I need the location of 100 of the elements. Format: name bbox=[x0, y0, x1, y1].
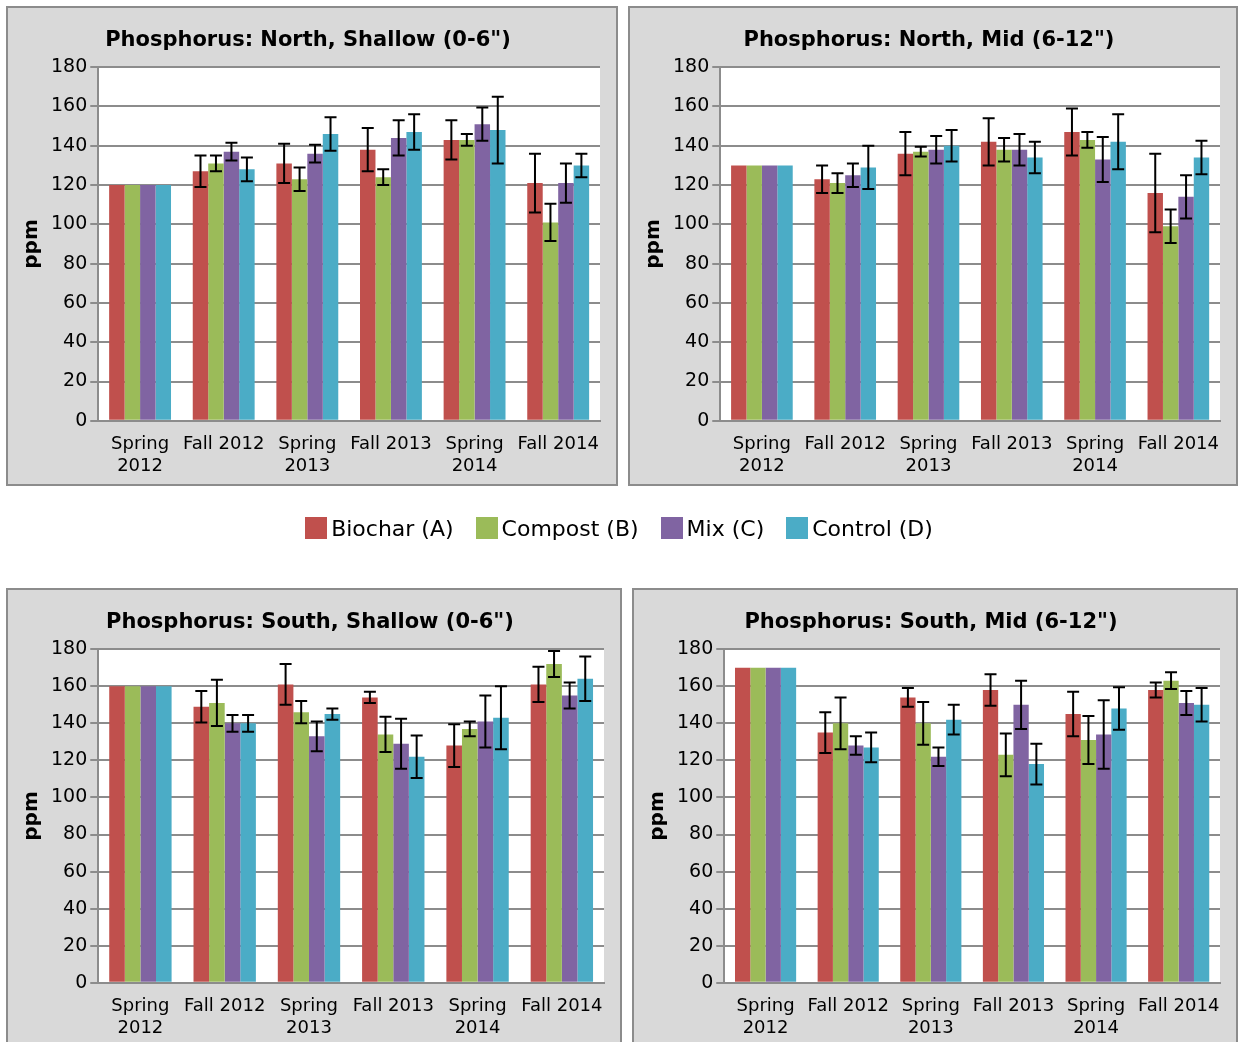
bar bbox=[1079, 139, 1096, 420]
bar bbox=[293, 712, 309, 982]
bar bbox=[406, 132, 422, 420]
bar bbox=[860, 167, 877, 420]
legend-label: Control (D) bbox=[812, 515, 933, 541]
x-tick-label: Fall 2014 bbox=[517, 432, 599, 454]
bar bbox=[946, 719, 962, 982]
bar bbox=[750, 667, 766, 982]
y-tick-label: 180 bbox=[51, 54, 88, 77]
chart-title: Phosphorus: North, Mid (6-12") bbox=[743, 27, 1115, 52]
bar bbox=[308, 736, 325, 982]
bar bbox=[408, 756, 425, 982]
x-tick-label: Spring 2012 bbox=[111, 994, 170, 1037]
bar bbox=[1064, 132, 1080, 420]
bar bbox=[1162, 226, 1179, 420]
bar bbox=[1148, 689, 1164, 982]
y-tick-label: 160 bbox=[51, 93, 88, 116]
bar bbox=[761, 165, 778, 420]
bar bbox=[1178, 196, 1194, 420]
x-tick-label: Spring 2014 bbox=[1066, 432, 1125, 475]
x-tick-label: Spring 2014 bbox=[445, 432, 504, 475]
x-tick-label: Fall 2013 bbox=[350, 432, 432, 454]
bar bbox=[527, 183, 543, 420]
x-tick-label: Spring 2013 bbox=[899, 432, 958, 475]
y-tick-label: 140 bbox=[51, 710, 88, 733]
bar bbox=[1110, 141, 1126, 420]
x-tick-label: Fall 2014 bbox=[1137, 432, 1219, 454]
bar bbox=[324, 714, 341, 982]
bar bbox=[156, 686, 172, 982]
bar bbox=[477, 721, 494, 982]
y-tick-label: 100 bbox=[673, 211, 710, 234]
bar bbox=[224, 723, 241, 982]
x-tick-label: Spring 2012 bbox=[111, 432, 170, 475]
x-tick-label: Spring 2012 bbox=[736, 994, 795, 1037]
y-tick-label: 0 bbox=[75, 969, 88, 992]
bar bbox=[913, 151, 929, 420]
bar bbox=[1028, 764, 1045, 982]
x-tick-label: Fall 2014 bbox=[1138, 994, 1220, 1016]
y-tick-label: 180 bbox=[677, 636, 714, 659]
bar bbox=[558, 183, 574, 420]
bar bbox=[1163, 680, 1179, 982]
y-tick-label: 60 bbox=[685, 289, 710, 312]
bar bbox=[900, 697, 916, 982]
chart-title: Phosphorus: South, Mid (6-12") bbox=[744, 609, 1118, 634]
y-tick-label: 100 bbox=[51, 784, 88, 807]
y-tick-label: 160 bbox=[51, 673, 88, 696]
bar bbox=[1193, 157, 1210, 420]
x-tick-label: Fall 2013 bbox=[971, 432, 1053, 454]
y-tick-label: 80 bbox=[689, 821, 714, 844]
y-tick-label: 140 bbox=[673, 132, 710, 155]
bar bbox=[814, 179, 830, 420]
y-tick-label: 120 bbox=[51, 172, 88, 194]
y-tick-label: 20 bbox=[689, 932, 714, 955]
y-tick-label: 120 bbox=[51, 747, 88, 770]
bar bbox=[208, 163, 224, 420]
x-tick-label: Fall 2013 bbox=[972, 994, 1055, 1016]
y-tick-label: 160 bbox=[673, 93, 710, 116]
bar bbox=[375, 177, 391, 420]
x-tick-label: Spring 2013 bbox=[901, 994, 960, 1037]
x-tick-label: Spring 2012 bbox=[732, 432, 791, 475]
bar bbox=[863, 747, 879, 982]
bar bbox=[998, 754, 1014, 982]
x-tick-label: Spring 2013 bbox=[278, 432, 337, 475]
bar bbox=[982, 689, 999, 982]
y-axis-title: ppm bbox=[640, 219, 665, 269]
x-tick-label: Fall 2012 bbox=[184, 994, 266, 1016]
y-axis-title: ppm bbox=[644, 791, 669, 841]
bar bbox=[192, 171, 209, 420]
bar bbox=[1013, 704, 1029, 982]
y-tick-label: 80 bbox=[63, 821, 88, 844]
bar bbox=[1027, 157, 1043, 420]
bar bbox=[362, 697, 378, 982]
bar bbox=[240, 723, 256, 982]
bar bbox=[446, 745, 462, 982]
bar bbox=[845, 175, 861, 420]
y-tick-label: 100 bbox=[677, 784, 714, 807]
y-axis-title: ppm bbox=[18, 791, 43, 841]
bar bbox=[1147, 192, 1163, 420]
y-tick-label: 20 bbox=[63, 932, 88, 955]
y-tick-label: 40 bbox=[685, 329, 710, 352]
chart-title: Phosphorus: South, Shallow (0-6") bbox=[106, 609, 514, 634]
bar bbox=[360, 149, 376, 420]
y-tick-label: 120 bbox=[673, 172, 710, 194]
y-axis-title: ppm bbox=[18, 219, 43, 269]
bar bbox=[765, 667, 781, 982]
x-tick-label: Fall 2013 bbox=[352, 994, 434, 1016]
x-tick-label: Spring 2014 bbox=[1067, 994, 1126, 1037]
bar bbox=[239, 169, 255, 420]
chart-title: Phosphorus: North, Shallow (0-6") bbox=[105, 27, 511, 52]
y-tick-label: 60 bbox=[689, 858, 714, 881]
x-tick-label: Fall 2014 bbox=[521, 994, 603, 1016]
bar bbox=[140, 185, 156, 420]
x-tick-label: Spring 2013 bbox=[279, 994, 339, 1037]
bar bbox=[393, 743, 409, 982]
bar bbox=[1111, 708, 1127, 982]
bar bbox=[140, 686, 156, 982]
bar bbox=[930, 756, 947, 982]
bar bbox=[777, 165, 793, 420]
bar bbox=[980, 141, 997, 420]
bar bbox=[277, 684, 294, 982]
